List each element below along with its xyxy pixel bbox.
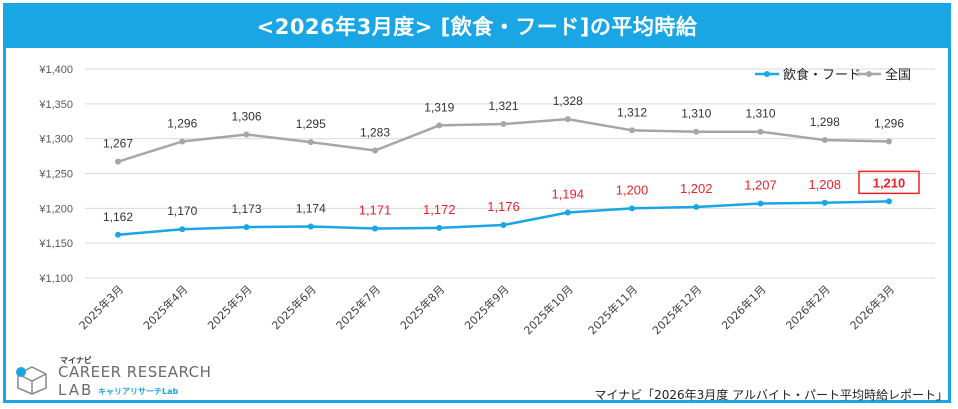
chart-title-banner: <2026年3月度> [飲食・フード]の平均時給 [6, 6, 948, 48]
x-tick-label: 2026年2月 [783, 282, 833, 332]
x-tick-label: 2026年1月 [718, 282, 768, 332]
data-point-food [629, 205, 635, 212]
data-point-food [115, 231, 121, 238]
data-point-national [821, 137, 828, 144]
y-tick-label: ¥1,400 [38, 64, 73, 76]
data-point-national [564, 116, 571, 123]
data-label-national: 1,267 [103, 137, 133, 151]
source-note: マイナビ「2026年3月度 アルバイト・パート平均時給レポート」 [594, 388, 948, 402]
data-point-food [179, 226, 186, 233]
data-label-food: 1,207 [744, 177, 777, 192]
career-research-lab-logo: マイナビ CAREER RESEARCH LAB キャリアリサーチLab [14, 355, 214, 399]
x-tick-label: 2025年7月 [333, 282, 383, 332]
data-label-national: 1,298 [810, 115, 840, 129]
data-point-national [500, 121, 507, 128]
data-point-national [115, 158, 121, 165]
y-tick-label: ¥1,250 [38, 169, 73, 181]
x-tick-label: 2025年11月 [585, 282, 640, 337]
legend-marker-food [764, 71, 770, 77]
data-label-food: 1,174 [296, 201, 326, 215]
data-label-food: 1,194 [551, 187, 584, 202]
data-point-national [372, 147, 378, 154]
data-label-national: 1,296 [167, 116, 197, 130]
data-label-national: 1,319 [424, 100, 454, 114]
y-tick-label: ¥1,300 [38, 134, 73, 146]
data-label-national: 1,310 [681, 107, 711, 121]
data-label-national: 1,321 [488, 99, 518, 113]
data-point-food [243, 224, 250, 231]
data-label-national: 1,306 [231, 109, 261, 123]
data-point-food [757, 200, 764, 207]
y-tick-label: ¥1,350 [38, 99, 73, 111]
data-point-national [757, 128, 764, 135]
data-label-national: 1,310 [745, 107, 775, 121]
logo-lab-text: LAB [58, 381, 94, 399]
data-point-food [307, 223, 314, 230]
x-tick-label: 2025年6月 [269, 282, 319, 332]
data-label-national: 1,283 [360, 126, 390, 140]
data-point-national [243, 131, 250, 138]
data-label-food: 1,172 [423, 202, 456, 217]
x-tick-label: 2025年3月 [76, 282, 126, 332]
data-label-food: 1,173 [231, 202, 261, 216]
data-point-food [436, 224, 443, 231]
data-point-food [886, 198, 892, 205]
x-tick-label: 2025年12月 [649, 282, 704, 337]
data-point-national [307, 139, 314, 146]
y-tick-label: ¥1,150 [38, 238, 73, 250]
data-point-food [821, 199, 828, 206]
data-label-national: 1,328 [553, 94, 583, 108]
x-tick-label: 2025年10月 [521, 282, 576, 337]
data-point-food [500, 222, 507, 229]
logo-sub-text: キャリアリサーチLab [98, 387, 179, 396]
legend-label-food: 飲食・フード [783, 67, 861, 83]
x-tick-label: 2026年3月 [847, 282, 897, 332]
y-tick-label: ¥1,200 [38, 203, 73, 215]
data-label-national: 1,296 [874, 116, 904, 130]
data-point-food [693, 203, 700, 210]
x-tick-label: 2025年4月 [140, 282, 190, 332]
data-label-food: 1,162 [103, 210, 133, 224]
x-tick-label: 2025年9月 [461, 282, 511, 332]
x-tick-label: 2025年5月 [204, 282, 254, 332]
data-point-national [693, 128, 700, 135]
data-label-food: 1,200 [616, 182, 649, 197]
data-label-food: 1,170 [167, 204, 197, 218]
logo-brand-small: マイナビ [60, 356, 92, 365]
data-point-national [436, 122, 443, 129]
data-label-food: 1,202 [680, 181, 713, 196]
data-label-national: 1,312 [617, 105, 647, 119]
data-point-food [372, 225, 378, 232]
data-point-national [886, 138, 892, 145]
y-tick-label: ¥1,100 [38, 273, 73, 285]
data-label-food: 1,208 [808, 177, 841, 192]
data-point-national [629, 127, 635, 134]
data-label-national: 1,295 [296, 117, 326, 131]
data-label-food: 1,210 [873, 175, 906, 190]
data-point-food [564, 209, 571, 216]
highlight-box [858, 170, 920, 195]
legend-label-national: 全国 [885, 67, 911, 83]
data-label-food: 1,176 [487, 199, 520, 214]
data-point-national [179, 138, 186, 145]
data-label-food: 1,171 [359, 203, 392, 218]
legend-marker-national [866, 71, 872, 77]
cube-logo-icon [16, 366, 47, 395]
x-tick-label: 2025年8月 [397, 282, 447, 332]
logo-main-text: CAREER RESEARCH [58, 363, 212, 381]
